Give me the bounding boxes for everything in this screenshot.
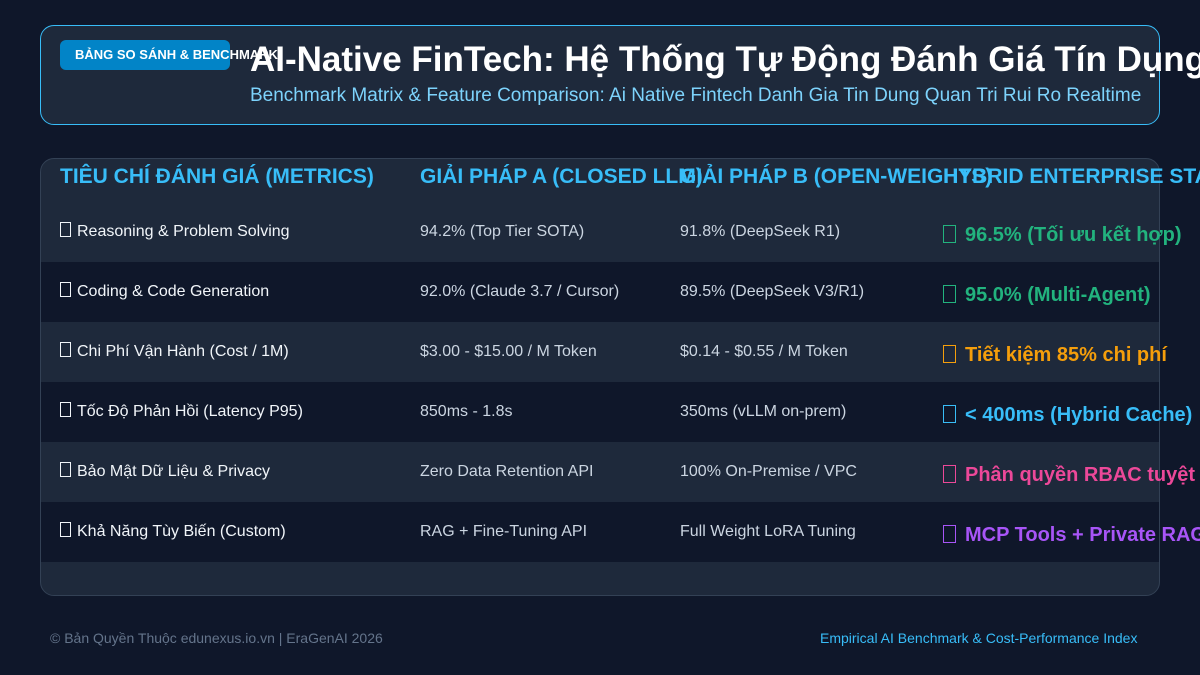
table-cell: RAG + Fine-Tuning API	[420, 502, 587, 562]
icon	[60, 282, 71, 297]
title: AI-Native FinTech: Hệ Thống Tự Động Đánh…	[250, 40, 1200, 79]
table-cell: Phân quyền RBAC tuyệt đối	[943, 442, 1200, 502]
table-row: Khả Năng Tùy Biến (Custom) RAG + Fine-Tun…	[41, 502, 1200, 562]
table-cell: 100% On-Premise / VPC	[680, 442, 857, 502]
table-cell: $3.00 - $15.00 / M Token	[420, 322, 597, 382]
icon	[943, 285, 956, 303]
icon	[60, 402, 71, 417]
cell-text: 96.5% (Tối ưu kết hợp)	[965, 224, 1182, 246]
table-cell: < 400ms (Hybrid Cache)	[943, 382, 1192, 442]
icon	[60, 522, 71, 537]
table-row: Bảo Mật Dữ Liệu & Privacy Zero Data Reten…	[41, 442, 1200, 502]
table-cell: 89.5% (DeepSeek V3/R1)	[680, 262, 864, 322]
table-cell: 92.0% (Claude 3.7 / Cursor)	[420, 262, 619, 322]
table-cell: 94.2% (Top Tier SOTA)	[420, 202, 584, 262]
table-cell: 91.8% (DeepSeek R1)	[680, 202, 840, 262]
table-row: Coding & Code Generation 92.0% (Claude 3.…	[41, 262, 1159, 322]
icon	[60, 222, 71, 237]
cell-text: 89.5% (DeepSeek V3/R1)	[680, 283, 865, 300]
table-row: Tốc Độ Phản Hồi (Latency P95) 850ms - 1.8…	[41, 382, 1192, 442]
cell-text: Zero Data Retention API	[420, 463, 594, 480]
cell-text: 850ms - 1.8s	[420, 403, 513, 420]
icon	[943, 405, 956, 423]
column-header: TIÊU CHÍ ĐÁNH GIÁ (METRICS)	[60, 165, 374, 188]
table-cell: Coding & Code Generation	[60, 262, 269, 322]
column-header: GIẢI PHÁP B (OPEN-WEIGHTS)	[680, 165, 993, 188]
footer-left: © Bản Quyền Thuộc edunexus.io.vn | EraGe…	[50, 630, 383, 646]
column-header: HYBRID ENTERPRISE STACK	[943, 165, 1200, 188]
table-cell: 95.0% (Multi-Agent)	[943, 262, 1151, 322]
icon	[943, 225, 956, 243]
table-cell: 96.5% (Tối ưu kết hợp)	[943, 202, 1182, 262]
table-cell: 850ms - 1.8s	[420, 382, 512, 442]
icon	[60, 462, 71, 477]
cell-text: 94.2% (Top Tier SOTA)	[420, 223, 585, 240]
column-header: GIẢI PHÁP A (CLOSED LLM)	[420, 165, 703, 188]
badge: BẢNG SO SÁNH & BENCHMARK	[60, 40, 278, 70]
cell-text: Phân quyền RBAC tuyệt đối	[965, 464, 1200, 486]
cell-text: 100% On-Premise / VPC	[680, 463, 857, 480]
cell-text: RAG + Fine-Tuning API	[420, 523, 588, 540]
table-cell: MCP Tools + Private RAG	[943, 502, 1200, 562]
icon	[943, 465, 956, 483]
table-cell: Reasoning & Problem Solving	[60, 202, 290, 262]
icon	[943, 525, 956, 543]
icon	[60, 342, 71, 357]
table-cell: 350ms (vLLM on-prem)	[680, 382, 846, 442]
cell-text: Full Weight LoRA Tuning	[680, 523, 856, 540]
table-cell: Tốc Độ Phản Hồi (Latency P95)	[60, 382, 303, 442]
cell-text: 350ms (vLLM on-prem)	[680, 403, 847, 420]
subtitle: Benchmark Matrix & Feature Comparison: A…	[250, 85, 1142, 106]
table-cell: Khả Năng Tùy Biến (Custom)	[60, 502, 286, 562]
table-row: Chi Phí Vận Hành (Cost / 1M) $3.00 - $15.…	[41, 322, 1167, 382]
cell-text: Bảo Mật Dữ Liệu & Privacy	[77, 463, 271, 480]
table-cell: Tiết kiệm 85% chi phí	[943, 322, 1167, 382]
table-row: Reasoning & Problem Solving 94.2% (Top Ti…	[41, 202, 1182, 262]
table-cell: Zero Data Retention API	[420, 442, 593, 502]
cell-text: Khả Năng Tùy Biến (Custom)	[77, 523, 286, 540]
table-cell: $0.14 - $0.55 / M Token	[680, 322, 848, 382]
cell-text: 92.0% (Claude 3.7 / Cursor)	[420, 283, 620, 300]
cell-text: $3.00 - $15.00 / M Token	[420, 343, 597, 360]
footer-right: Empirical AI Benchmark & Cost-Performanc…	[820, 630, 1138, 646]
cell-text: 95.0% (Multi-Agent)	[965, 284, 1151, 306]
cell-text: < 400ms (Hybrid Cache)	[965, 404, 1193, 426]
cell-text: Reasoning & Problem Solving	[77, 223, 290, 240]
table-cell: Full Weight LoRA Tuning	[680, 502, 856, 562]
cell-text: $0.14 - $0.55 / M Token	[680, 343, 848, 360]
table-cell: Chi Phí Vận Hành (Cost / 1M)	[60, 322, 289, 382]
table-cell: Bảo Mật Dữ Liệu & Privacy	[60, 442, 270, 502]
cell-text: Tốc Độ Phản Hồi (Latency P95)	[77, 403, 303, 420]
cell-text: MCP Tools + Private RAG	[965, 524, 1200, 546]
cell-text: Coding & Code Generation	[77, 283, 270, 300]
icon	[943, 345, 956, 363]
cell-text: Chi Phí Vận Hành (Cost / 1M)	[77, 343, 289, 360]
cell-text: 91.8% (DeepSeek R1)	[680, 223, 841, 240]
cell-text: Tiết kiệm 85% chi phí	[965, 344, 1167, 366]
